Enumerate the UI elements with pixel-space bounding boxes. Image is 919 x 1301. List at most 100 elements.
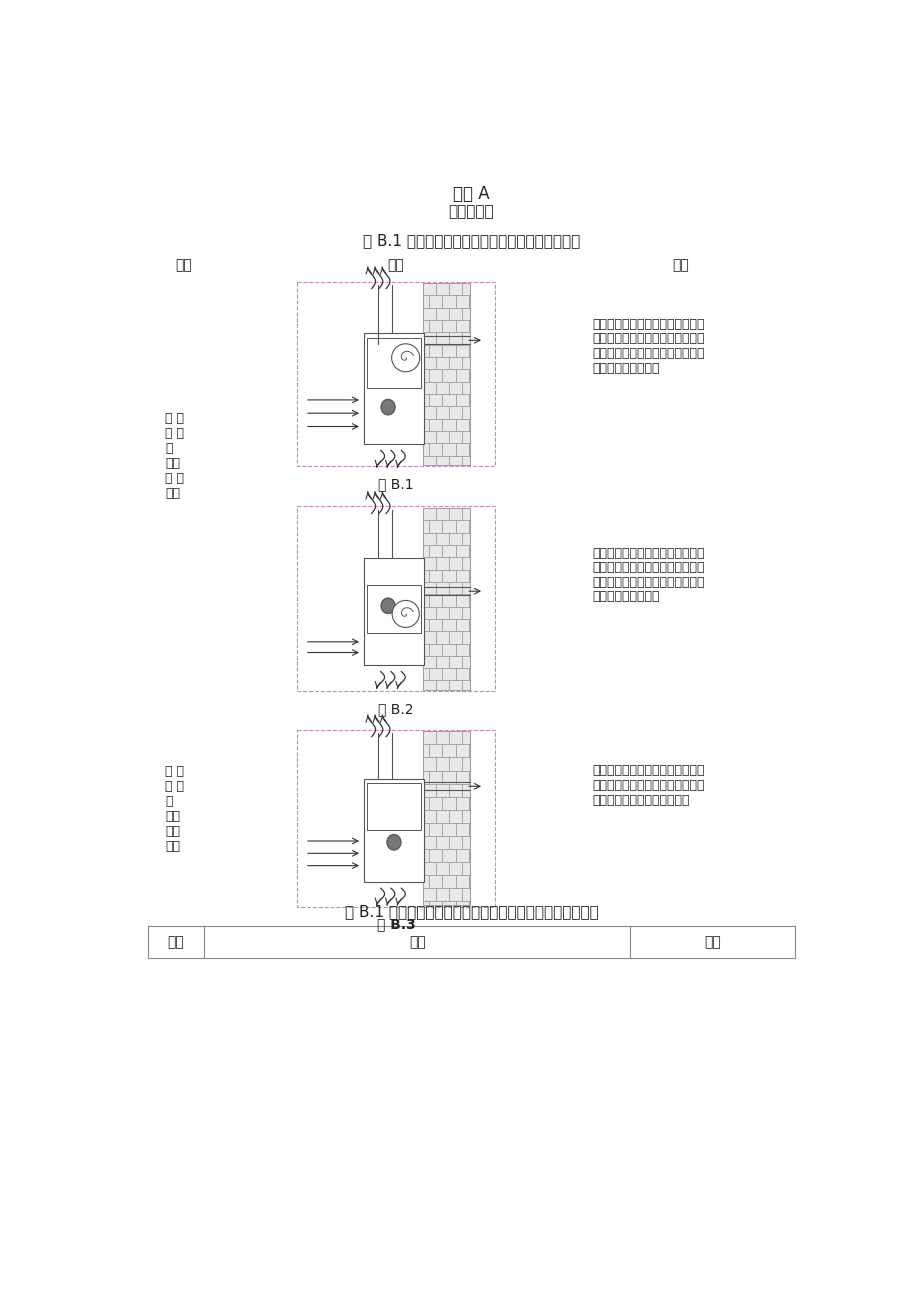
Bar — [455, 876, 468, 889]
Bar — [436, 757, 448, 770]
Bar — [461, 863, 470, 876]
Bar — [461, 356, 470, 369]
Bar — [436, 507, 448, 520]
Bar — [422, 744, 429, 757]
Bar — [455, 595, 468, 606]
Bar — [429, 545, 442, 557]
Bar — [468, 619, 470, 631]
Bar — [422, 606, 436, 619]
Bar — [442, 902, 455, 905]
Bar — [429, 295, 442, 308]
Bar — [422, 444, 429, 455]
Bar — [468, 644, 470, 656]
Bar — [422, 595, 429, 606]
Text: 烟气在风机的作用下排向室外（燃: 烟气在风机的作用下排向室外（燃 — [592, 333, 704, 346]
Bar — [429, 876, 442, 889]
Bar — [422, 837, 436, 850]
Text: 表 B.1 按排烟方式分类燃气空气加热器结构示意图（续一）: 表 B.1 按排烟方式分类燃气空气加热器结构示意图（续一） — [345, 904, 597, 920]
Bar — [429, 345, 442, 356]
Bar — [442, 295, 455, 308]
Bar — [422, 902, 429, 905]
Bar — [442, 744, 455, 757]
Bar — [442, 770, 455, 783]
Bar — [429, 520, 442, 532]
Text: 类型: 类型 — [175, 259, 191, 272]
Bar — [455, 902, 468, 905]
Bar — [442, 876, 455, 889]
Bar — [448, 455, 461, 464]
Bar — [448, 731, 461, 744]
Bar — [442, 520, 455, 532]
Bar — [455, 644, 468, 656]
Bar — [436, 455, 448, 464]
Bar — [461, 809, 470, 824]
Bar — [448, 631, 461, 644]
Bar — [422, 532, 436, 545]
Bar — [297, 281, 494, 467]
Bar — [468, 545, 470, 557]
Bar — [436, 837, 448, 850]
Bar — [461, 582, 470, 595]
Bar — [422, 644, 429, 656]
Bar — [422, 520, 429, 532]
Bar — [468, 444, 470, 455]
Bar — [442, 345, 455, 356]
Bar — [455, 295, 468, 308]
Bar — [448, 406, 461, 419]
Bar — [422, 783, 436, 796]
Text: 自热对流抽力加热。: 自热对流抽力加热。 — [592, 362, 659, 375]
Bar — [455, 850, 468, 863]
Text: 图 B.1: 图 B.1 — [378, 477, 414, 492]
Bar — [367, 783, 420, 830]
Bar — [468, 824, 470, 837]
Text: 烧室压力为负压状态），热空气靠: 烧室压力为负压状态），热空气靠 — [592, 347, 704, 360]
Bar — [429, 419, 442, 431]
Bar — [429, 369, 442, 381]
Bar — [422, 545, 429, 557]
Bar — [429, 394, 442, 406]
Bar — [448, 606, 461, 619]
Bar — [422, 419, 429, 431]
Text: （资料性）: （资料性） — [448, 204, 494, 219]
Bar — [422, 295, 429, 308]
Bar — [461, 431, 470, 444]
Bar — [461, 455, 470, 464]
Circle shape — [391, 601, 419, 627]
Bar — [422, 656, 436, 669]
Bar — [448, 557, 461, 570]
Bar — [429, 744, 442, 757]
Bar — [436, 783, 448, 796]
Bar — [455, 444, 468, 455]
Bar — [468, 595, 470, 606]
Bar — [448, 837, 461, 850]
Bar — [422, 889, 436, 902]
Bar — [436, 582, 448, 595]
Bar — [436, 308, 448, 320]
Bar — [422, 333, 436, 345]
Bar — [442, 619, 455, 631]
Bar — [422, 284, 470, 464]
Bar — [448, 284, 461, 295]
Bar — [468, 876, 470, 889]
Bar — [455, 770, 468, 783]
Bar — [468, 345, 470, 356]
Bar — [422, 455, 436, 464]
Bar — [468, 295, 470, 308]
Bar — [422, 582, 436, 595]
Bar — [297, 730, 494, 907]
Bar — [461, 656, 470, 669]
Bar — [461, 406, 470, 419]
Bar — [461, 680, 470, 690]
Bar — [422, 431, 436, 444]
Bar — [422, 796, 429, 809]
Bar — [461, 889, 470, 902]
Bar — [468, 744, 470, 757]
Bar — [147, 926, 795, 959]
Bar — [448, 863, 461, 876]
Bar — [436, 284, 448, 295]
Bar — [429, 570, 442, 582]
Bar — [448, 333, 461, 345]
Bar — [461, 631, 470, 644]
Bar — [436, 532, 448, 545]
Bar — [436, 631, 448, 644]
